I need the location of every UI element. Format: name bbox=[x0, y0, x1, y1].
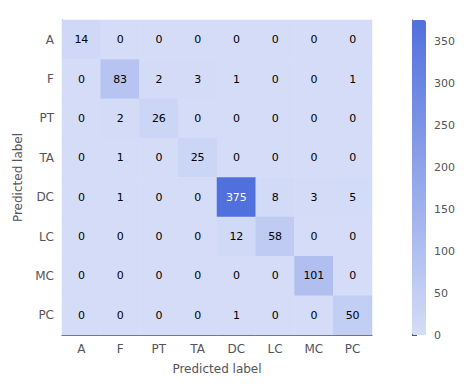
svg-text:0: 0 bbox=[155, 151, 162, 164]
svg-text:PC: PC bbox=[345, 342, 361, 356]
svg-text:0: 0 bbox=[272, 112, 279, 125]
svg-text:0: 0 bbox=[155, 33, 162, 46]
svg-text:F: F bbox=[47, 72, 54, 86]
svg-text:0: 0 bbox=[349, 269, 356, 282]
svg-text:A: A bbox=[46, 33, 55, 47]
svg-text:0: 0 bbox=[117, 33, 124, 46]
svg-text:0: 0 bbox=[349, 151, 356, 164]
svg-text:DC: DC bbox=[36, 190, 54, 204]
svg-text:50: 50 bbox=[434, 287, 448, 300]
svg-text:F: F bbox=[117, 342, 124, 356]
svg-text:0: 0 bbox=[155, 309, 162, 322]
svg-text:Predicted label: Predicted label bbox=[172, 362, 261, 376]
svg-text:0: 0 bbox=[272, 33, 279, 46]
svg-text:0: 0 bbox=[194, 230, 201, 243]
svg-text:0: 0 bbox=[310, 309, 317, 322]
svg-text:0: 0 bbox=[434, 329, 441, 342]
svg-text:0: 0 bbox=[272, 309, 279, 322]
svg-text:0: 0 bbox=[117, 269, 124, 282]
svg-text:DC: DC bbox=[228, 342, 246, 356]
svg-text:3: 3 bbox=[310, 191, 317, 204]
svg-text:58: 58 bbox=[268, 230, 282, 243]
svg-text:1: 1 bbox=[349, 73, 356, 86]
svg-text:0: 0 bbox=[155, 191, 162, 204]
svg-text:0: 0 bbox=[233, 112, 240, 125]
svg-text:300: 300 bbox=[434, 77, 455, 90]
svg-text:0: 0 bbox=[272, 269, 279, 282]
svg-text:0: 0 bbox=[155, 269, 162, 282]
svg-text:0: 0 bbox=[78, 112, 85, 125]
svg-text:14: 14 bbox=[74, 33, 88, 46]
svg-text:0: 0 bbox=[233, 33, 240, 46]
svg-text:150: 150 bbox=[434, 203, 455, 216]
svg-text:0: 0 bbox=[78, 309, 85, 322]
svg-text:0: 0 bbox=[233, 269, 240, 282]
svg-text:1: 1 bbox=[233, 309, 240, 322]
svg-text:0: 0 bbox=[233, 151, 240, 164]
svg-text:5: 5 bbox=[349, 191, 356, 204]
svg-text:PT: PT bbox=[39, 111, 54, 125]
svg-text:MC: MC bbox=[35, 269, 54, 283]
svg-text:101: 101 bbox=[303, 269, 324, 282]
svg-text:0: 0 bbox=[117, 309, 124, 322]
svg-text:2: 2 bbox=[117, 112, 124, 125]
svg-text:350: 350 bbox=[434, 35, 455, 48]
svg-text:0: 0 bbox=[194, 33, 201, 46]
svg-text:375: 375 bbox=[226, 191, 247, 204]
svg-text:PT: PT bbox=[152, 342, 167, 356]
svg-text:0: 0 bbox=[155, 230, 162, 243]
svg-text:0: 0 bbox=[310, 230, 317, 243]
svg-text:TA: TA bbox=[38, 151, 54, 165]
svg-text:0: 0 bbox=[310, 73, 317, 86]
svg-text:26: 26 bbox=[152, 112, 166, 125]
svg-text:0: 0 bbox=[117, 230, 124, 243]
svg-text:A: A bbox=[77, 342, 86, 356]
svg-text:0: 0 bbox=[194, 269, 201, 282]
svg-text:0: 0 bbox=[349, 112, 356, 125]
svg-text:0: 0 bbox=[194, 191, 201, 204]
svg-text:12: 12 bbox=[229, 230, 243, 243]
svg-text:0: 0 bbox=[78, 73, 85, 86]
svg-text:250: 250 bbox=[434, 119, 455, 132]
svg-text:MC: MC bbox=[305, 342, 324, 356]
svg-text:Predicted label: Predicted label bbox=[11, 133, 25, 222]
svg-text:0: 0 bbox=[194, 112, 201, 125]
svg-text:0: 0 bbox=[349, 33, 356, 46]
svg-text:8: 8 bbox=[272, 191, 279, 204]
svg-text:3: 3 bbox=[194, 73, 201, 86]
svg-text:50: 50 bbox=[346, 309, 360, 322]
svg-text:0: 0 bbox=[272, 73, 279, 86]
svg-text:1: 1 bbox=[233, 73, 240, 86]
svg-text:0: 0 bbox=[272, 151, 279, 164]
svg-text:83: 83 bbox=[113, 73, 127, 86]
svg-text:200: 200 bbox=[434, 161, 455, 174]
svg-text:100: 100 bbox=[434, 245, 455, 258]
svg-text:2: 2 bbox=[155, 73, 162, 86]
svg-text:PC: PC bbox=[38, 308, 54, 322]
svg-text:0: 0 bbox=[310, 112, 317, 125]
svg-text:0: 0 bbox=[78, 151, 85, 164]
svg-text:1: 1 bbox=[117, 151, 124, 164]
svg-text:LC: LC bbox=[268, 342, 283, 356]
svg-text:0: 0 bbox=[78, 269, 85, 282]
svg-text:1: 1 bbox=[117, 191, 124, 204]
svg-text:0: 0 bbox=[78, 230, 85, 243]
svg-text:25: 25 bbox=[191, 151, 205, 164]
svg-text:0: 0 bbox=[310, 151, 317, 164]
svg-text:0: 0 bbox=[310, 33, 317, 46]
svg-text:0: 0 bbox=[194, 309, 201, 322]
svg-text:LC: LC bbox=[39, 230, 54, 244]
svg-text:0: 0 bbox=[78, 191, 85, 204]
svg-text:TA: TA bbox=[189, 342, 205, 356]
svg-text:0: 0 bbox=[349, 230, 356, 243]
